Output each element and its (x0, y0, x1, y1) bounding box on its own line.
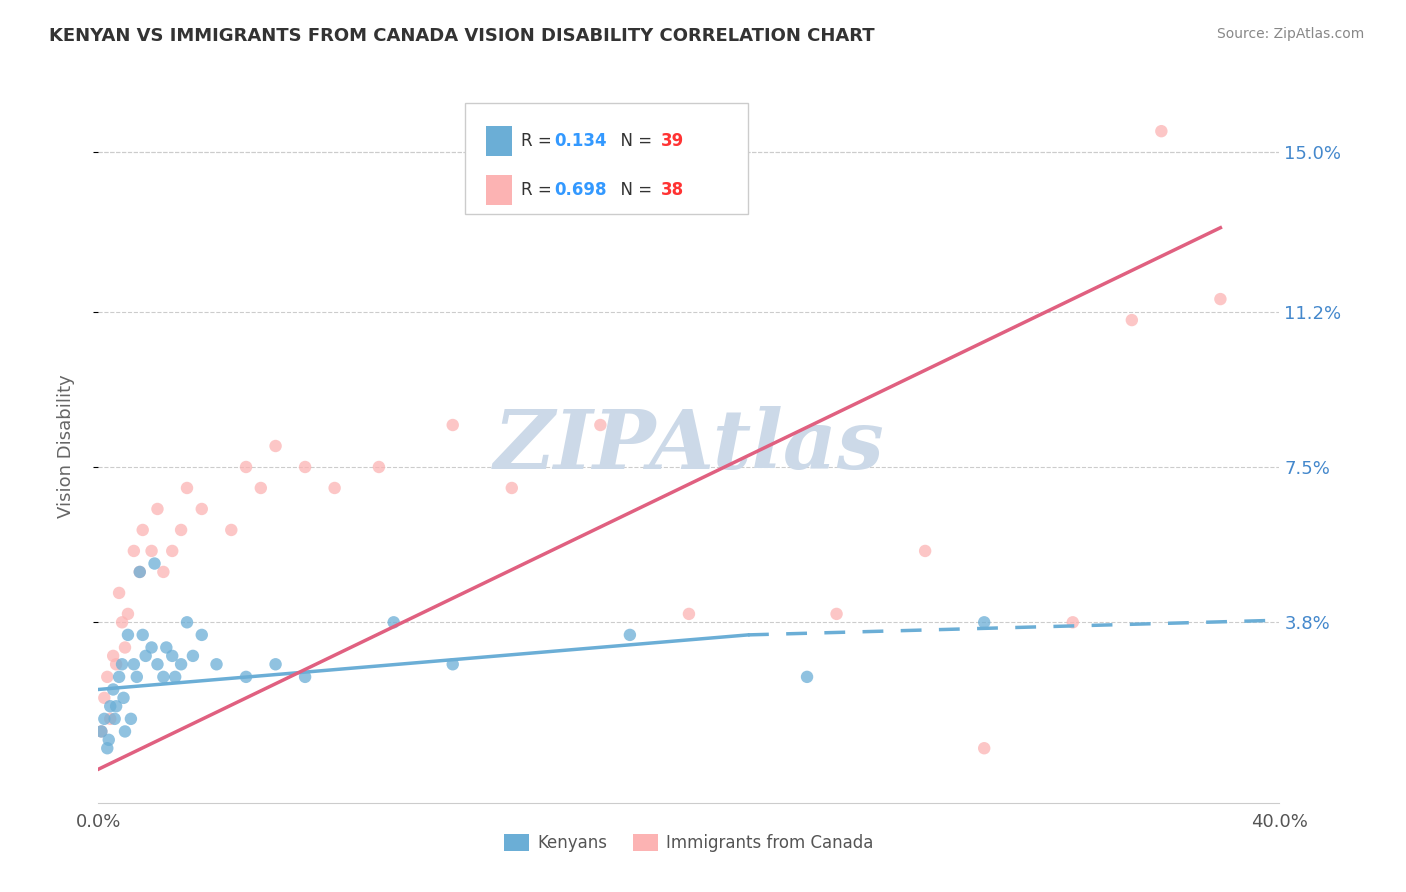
Point (382, 615, 405, 630)
Point (114, 724, 136, 739)
Point (155, 640, 177, 655)
Point (294, 670, 316, 684)
Text: 0.134: 0.134 (554, 132, 607, 151)
Point (1121, 313, 1143, 327)
Point (235, 460, 257, 475)
Point (221, 523, 243, 537)
Point (1209, 292, 1232, 306)
Point (1150, 124, 1173, 138)
Text: ZIPAtlas: ZIPAtlas (494, 406, 884, 486)
FancyBboxPatch shape (464, 103, 748, 214)
FancyBboxPatch shape (486, 127, 512, 156)
Point (181, 648, 204, 663)
Point (98, 712, 121, 726)
Point (1062, 615, 1084, 630)
Point (914, 544, 936, 558)
Point (501, 481, 523, 495)
Point (205, 657, 228, 672)
Point (98, 699, 121, 714)
Point (973, 741, 995, 756)
Point (90, 724, 112, 739)
Point (170, 657, 193, 672)
Point (111, 657, 134, 672)
Point (796, 670, 818, 684)
Point (105, 699, 128, 714)
Text: R =: R = (522, 132, 557, 151)
Point (162, 648, 183, 663)
Point (162, 544, 183, 558)
Point (132, 628, 155, 642)
Point (619, 628, 641, 642)
Point (132, 523, 155, 537)
Point (117, 607, 139, 621)
Point (323, 481, 346, 495)
Point (97, 732, 120, 747)
Point (122, 657, 145, 672)
Point (111, 615, 134, 630)
Point (441, 657, 464, 672)
Point (264, 657, 287, 672)
Point (441, 417, 464, 432)
Point (93, 690, 115, 705)
Point (176, 615, 198, 630)
Legend: Kenyans, Immigrants from Canada: Kenyans, Immigrants from Canada (498, 827, 880, 859)
Text: R =: R = (522, 180, 557, 199)
Point (128, 565, 150, 579)
Text: 0.698: 0.698 (554, 180, 607, 199)
Point (103, 648, 125, 663)
Point (264, 439, 287, 453)
Point (122, 544, 145, 558)
Point (105, 657, 128, 672)
Point (96, 670, 118, 684)
Point (108, 586, 131, 600)
Point (973, 615, 995, 630)
Point (114, 640, 136, 655)
Text: N =: N = (610, 132, 657, 151)
Point (141, 640, 163, 655)
Point (294, 460, 316, 475)
Text: 38: 38 (661, 180, 683, 199)
Point (108, 670, 131, 684)
Point (96, 741, 118, 756)
Text: N =: N = (610, 180, 657, 199)
FancyBboxPatch shape (486, 175, 512, 204)
Point (191, 628, 214, 642)
Point (120, 712, 142, 726)
Point (103, 682, 125, 697)
Point (104, 712, 127, 726)
Point (143, 557, 166, 571)
Point (165, 670, 187, 684)
Point (112, 690, 135, 705)
Point (146, 657, 169, 672)
Text: Source: ZipAtlas.com: Source: ZipAtlas.com (1216, 27, 1364, 41)
Point (117, 628, 139, 642)
Point (191, 502, 214, 516)
Point (135, 648, 157, 663)
Text: 39: 39 (661, 132, 683, 151)
Point (368, 460, 391, 475)
Point (128, 565, 150, 579)
Point (93, 712, 115, 726)
Point (152, 670, 174, 684)
Point (176, 481, 198, 495)
Point (90, 724, 112, 739)
Point (678, 607, 700, 621)
Y-axis label: Vision Disability: Vision Disability (56, 374, 75, 518)
Point (170, 523, 193, 537)
Point (825, 607, 848, 621)
Point (141, 544, 163, 558)
Point (125, 670, 148, 684)
Point (589, 417, 612, 432)
Text: KENYAN VS IMMIGRANTS FROM CANADA VISION DISABILITY CORRELATION CHART: KENYAN VS IMMIGRANTS FROM CANADA VISION … (49, 27, 875, 45)
Point (152, 565, 174, 579)
Point (146, 502, 169, 516)
Point (250, 481, 273, 495)
Point (235, 670, 257, 684)
